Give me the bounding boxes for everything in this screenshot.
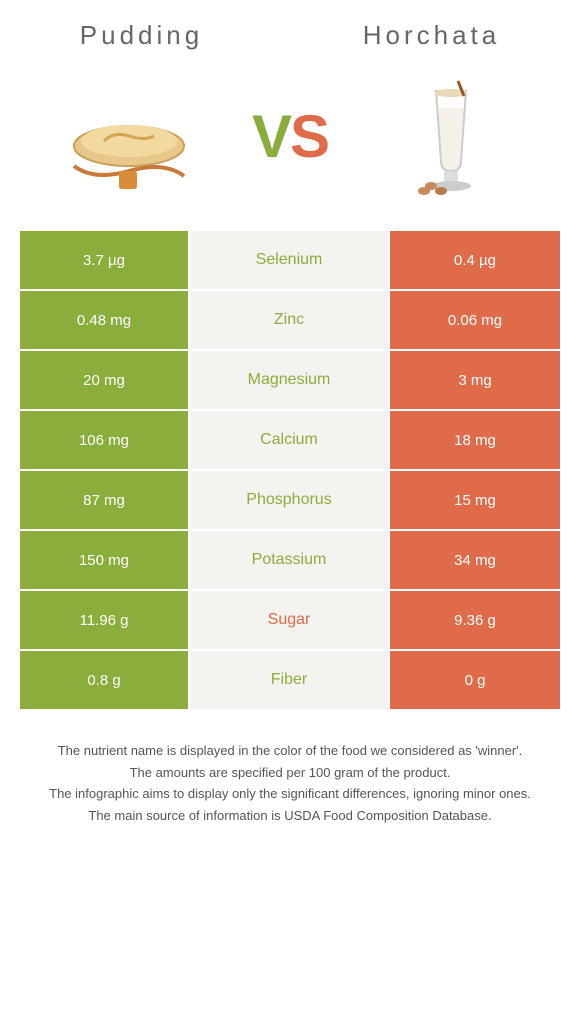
- footer-line-2: The amounts are specified per 100 gram o…: [20, 763, 560, 783]
- table-row: 0.48 mgZinc0.06 mg: [20, 291, 560, 351]
- right-value: 34 mg: [390, 531, 560, 591]
- pudding-icon: [54, 71, 204, 201]
- vs-v: V: [252, 103, 290, 170]
- footer-line-4: The main source of information is USDA F…: [20, 806, 560, 826]
- nutrient-name: Sugar: [190, 591, 390, 651]
- left-value: 0.8 g: [20, 651, 190, 711]
- footer-notes: The nutrient name is displayed in the co…: [0, 741, 580, 825]
- table-row: 87 mgPhosphorus15 mg: [20, 471, 560, 531]
- left-value: 106 mg: [20, 411, 190, 471]
- left-value: 3.7 µg: [20, 231, 190, 291]
- vs-s: S: [290, 103, 328, 170]
- right-value: 3 mg: [390, 351, 560, 411]
- right-value: 0.06 mg: [390, 291, 560, 351]
- right-value: 15 mg: [390, 471, 560, 531]
- table-row: 150 mgPotassium34 mg: [20, 531, 560, 591]
- table-row: 3.7 µgSelenium0.4 µg: [20, 231, 560, 291]
- right-value: 0 g: [390, 651, 560, 711]
- nutrient-name: Phosphorus: [190, 471, 390, 531]
- nutrient-name: Magnesium: [190, 351, 390, 411]
- horchata-icon: [376, 71, 526, 201]
- nutrient-name: Fiber: [190, 651, 390, 711]
- nutrient-name: Potassium: [190, 531, 390, 591]
- right-food-title: Horchata: [363, 20, 501, 51]
- left-food-title: Pudding: [80, 20, 203, 51]
- left-value: 0.48 mg: [20, 291, 190, 351]
- footer-line-3: The infographic aims to display only the…: [20, 784, 560, 804]
- left-value: 87 mg: [20, 471, 190, 531]
- table-row: 20 mgMagnesium3 mg: [20, 351, 560, 411]
- table-row: 106 mgCalcium18 mg: [20, 411, 560, 471]
- table-row: 11.96 gSugar9.36 g: [20, 591, 560, 651]
- nutrient-name: Zinc: [190, 291, 390, 351]
- left-value: 11.96 g: [20, 591, 190, 651]
- vs-label: VS: [252, 102, 328, 171]
- left-value: 150 mg: [20, 531, 190, 591]
- right-value: 0.4 µg: [390, 231, 560, 291]
- right-value: 18 mg: [390, 411, 560, 471]
- right-value: 9.36 g: [390, 591, 560, 651]
- left-value: 20 mg: [20, 351, 190, 411]
- nutrient-table: 3.7 µgSelenium0.4 µg0.48 mgZinc0.06 mg20…: [20, 231, 560, 711]
- images-row: VS: [0, 71, 580, 201]
- table-row: 0.8 gFiber0 g: [20, 651, 560, 711]
- footer-line-1: The nutrient name is displayed in the co…: [20, 741, 560, 761]
- nutrient-name: Selenium: [190, 231, 390, 291]
- nutrient-name: Calcium: [190, 411, 390, 471]
- infographic-container: Pudding Horchata VS: [0, 0, 580, 847]
- header-row: Pudding Horchata: [0, 20, 580, 51]
